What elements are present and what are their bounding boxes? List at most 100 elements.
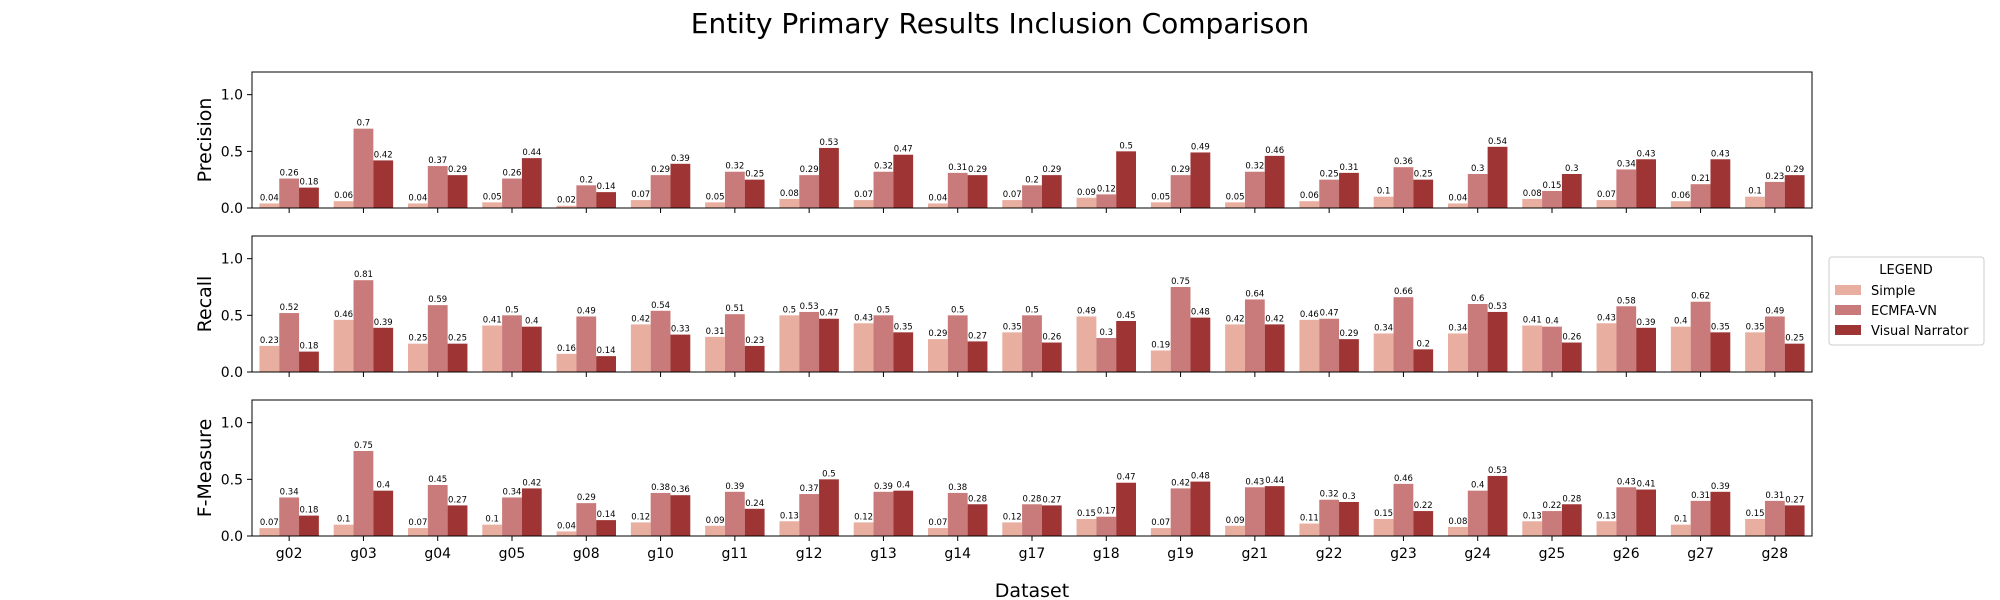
bar-value-label: 0.4 xyxy=(1674,317,1688,327)
bar-value-label: 0.29 xyxy=(1042,165,1061,175)
bar-value-label: 0.12 xyxy=(631,512,650,522)
bar-value-label: 0.39 xyxy=(874,482,893,492)
bar-value-label: 0.06 xyxy=(1671,191,1690,201)
bar-visual-narrator-g27 xyxy=(1710,332,1731,372)
bar-value-label: 0.1 xyxy=(485,515,499,525)
bar-value-label: 0.75 xyxy=(1171,277,1190,287)
bar-visual-narrator-g23 xyxy=(1413,349,1434,372)
bar-ecmfa-vn-g10 xyxy=(650,492,671,536)
bar-value-label: 0.42 xyxy=(374,150,393,160)
bar-simple-g10 xyxy=(630,200,651,208)
bar-value-label: 0.18 xyxy=(299,506,318,516)
bar-ecmfa-vn-g19 xyxy=(1170,287,1191,372)
bar-value-label: 0.26 xyxy=(503,169,522,179)
bar-value-label: 0.43 xyxy=(854,313,873,323)
bar-simple-g25 xyxy=(1522,198,1543,208)
bar-value-label: 0.08 xyxy=(780,189,799,199)
bar-visual-narrator-g11 xyxy=(744,345,765,372)
bar-value-label: 0.51 xyxy=(725,304,744,314)
bar-visual-narrator-g24 xyxy=(1487,311,1508,372)
bar-value-label: 0.31 xyxy=(1339,163,1358,173)
bar-value-label: 0.04 xyxy=(928,193,947,203)
bar-ecmfa-vn-g03 xyxy=(353,280,374,372)
bar-value-label: 0.04 xyxy=(1448,193,1467,203)
bar-value-label: 0.25 xyxy=(448,334,467,344)
bar-value-label: 0.34 xyxy=(1617,159,1636,169)
bar-value-label: 0.4 xyxy=(376,481,390,491)
bar-value-label: 0.23 xyxy=(745,336,764,346)
bar-simple-g17 xyxy=(1002,200,1023,208)
bar-value-label: 0.47 xyxy=(819,309,838,319)
bar-visual-narrator-g24 xyxy=(1487,146,1508,208)
x-tick-label: g17 xyxy=(1019,546,1046,562)
bar-value-label: 0.27 xyxy=(1042,495,1061,505)
bar-ecmfa-vn-g27 xyxy=(1690,500,1711,536)
bar-value-label: 0.32 xyxy=(1320,490,1339,500)
bar-value-label: 0.26 xyxy=(280,169,299,179)
bar-ecmfa-vn-g03 xyxy=(353,451,374,536)
bar-ecmfa-vn-g05 xyxy=(502,497,522,536)
bar-simple-g19 xyxy=(1150,202,1171,208)
y-tick-label: 0.5 xyxy=(221,472,243,488)
y-tick-label: 1.0 xyxy=(221,416,243,432)
bar-value-label: 0.42 xyxy=(522,478,541,488)
bar-ecmfa-vn-g11 xyxy=(724,171,745,208)
bar-value-label: 0.09 xyxy=(706,516,725,526)
bar-value-label: 0.12 xyxy=(854,512,873,522)
bar-visual-narrator-g26 xyxy=(1636,489,1656,536)
bar-value-label: 0.13 xyxy=(780,511,799,521)
bar-value-label: 0.34 xyxy=(1374,323,1393,333)
bar-visual-narrator-g22 xyxy=(1339,339,1359,372)
bar-visual-narrator-g12 xyxy=(819,318,839,372)
bar-value-label: 0.66 xyxy=(1394,287,1413,297)
bar-ecmfa-vn-g26 xyxy=(1616,169,1637,208)
bar-simple-g23 xyxy=(1373,196,1394,208)
bar-simple-g10 xyxy=(630,522,651,536)
bar-ecmfa-vn-g11 xyxy=(724,491,745,536)
bar-value-label: 0.07 xyxy=(408,518,427,528)
bar-value-label: 0.41 xyxy=(483,316,502,326)
bar-visual-narrator-g13 xyxy=(893,154,914,208)
bar-value-label: 0.09 xyxy=(1226,516,1245,526)
bar-simple-g28 xyxy=(1745,519,1765,536)
bar-ecmfa-vn-g18 xyxy=(1096,338,1117,372)
bar-value-label: 0.5 xyxy=(505,305,519,315)
bar-visual-narrator-g17 xyxy=(1041,342,1062,372)
bar-ecmfa-vn-g28 xyxy=(1764,500,1785,536)
bar-simple-g11 xyxy=(705,336,725,372)
bar-value-label: 0.5 xyxy=(783,305,797,315)
y-tick-label: 0.0 xyxy=(221,365,243,381)
bar-value-label: 0.5 xyxy=(822,469,836,479)
bar-value-label: 0.15 xyxy=(1374,509,1393,519)
bar-ecmfa-vn-g13 xyxy=(873,171,894,208)
bar-visual-narrator-g25 xyxy=(1561,342,1582,372)
bar-ecmfa-vn-g23 xyxy=(1393,297,1414,372)
bar-simple-g14 xyxy=(928,339,948,372)
bar-value-label: 0.47 xyxy=(1117,473,1136,483)
bar-value-label: 0.6 xyxy=(1471,294,1485,304)
bar-visual-narrator-g24 xyxy=(1487,475,1508,536)
bar-value-label: 0.29 xyxy=(928,329,947,339)
bar-value-label: 0.12 xyxy=(1003,512,1022,522)
bar-ecmfa-vn-g17 xyxy=(1022,185,1042,208)
bar-visual-narrator-g11 xyxy=(744,508,765,536)
bar-ecmfa-vn-g14 xyxy=(947,315,968,372)
bar-simple-g17 xyxy=(1002,522,1023,536)
bar-value-label: 0.34 xyxy=(1448,323,1467,333)
bar-value-label: 0.5 xyxy=(1025,305,1039,315)
bar-simple-g19 xyxy=(1150,528,1171,536)
bar-visual-narrator-g21 xyxy=(1264,486,1285,536)
bar-ecmfa-vn-g12 xyxy=(799,311,820,372)
bar-value-label: 0.22 xyxy=(1543,501,1562,511)
bar-visual-narrator-g21 xyxy=(1264,324,1285,372)
bar-value-label: 0.28 xyxy=(968,494,987,504)
bar-simple-g28 xyxy=(1745,196,1765,208)
bar-ecmfa-vn-g10 xyxy=(650,175,671,208)
bar-ecmfa-vn-g14 xyxy=(947,172,968,208)
bar-ecmfa-vn-g03 xyxy=(353,128,374,208)
bar-value-label: 0.36 xyxy=(1394,157,1413,167)
bar-visual-narrator-g05 xyxy=(521,488,542,536)
x-tick-label: g24 xyxy=(1464,546,1491,562)
bar-simple-g12 xyxy=(779,315,800,372)
bar-value-label: 0.3 xyxy=(1471,164,1485,174)
